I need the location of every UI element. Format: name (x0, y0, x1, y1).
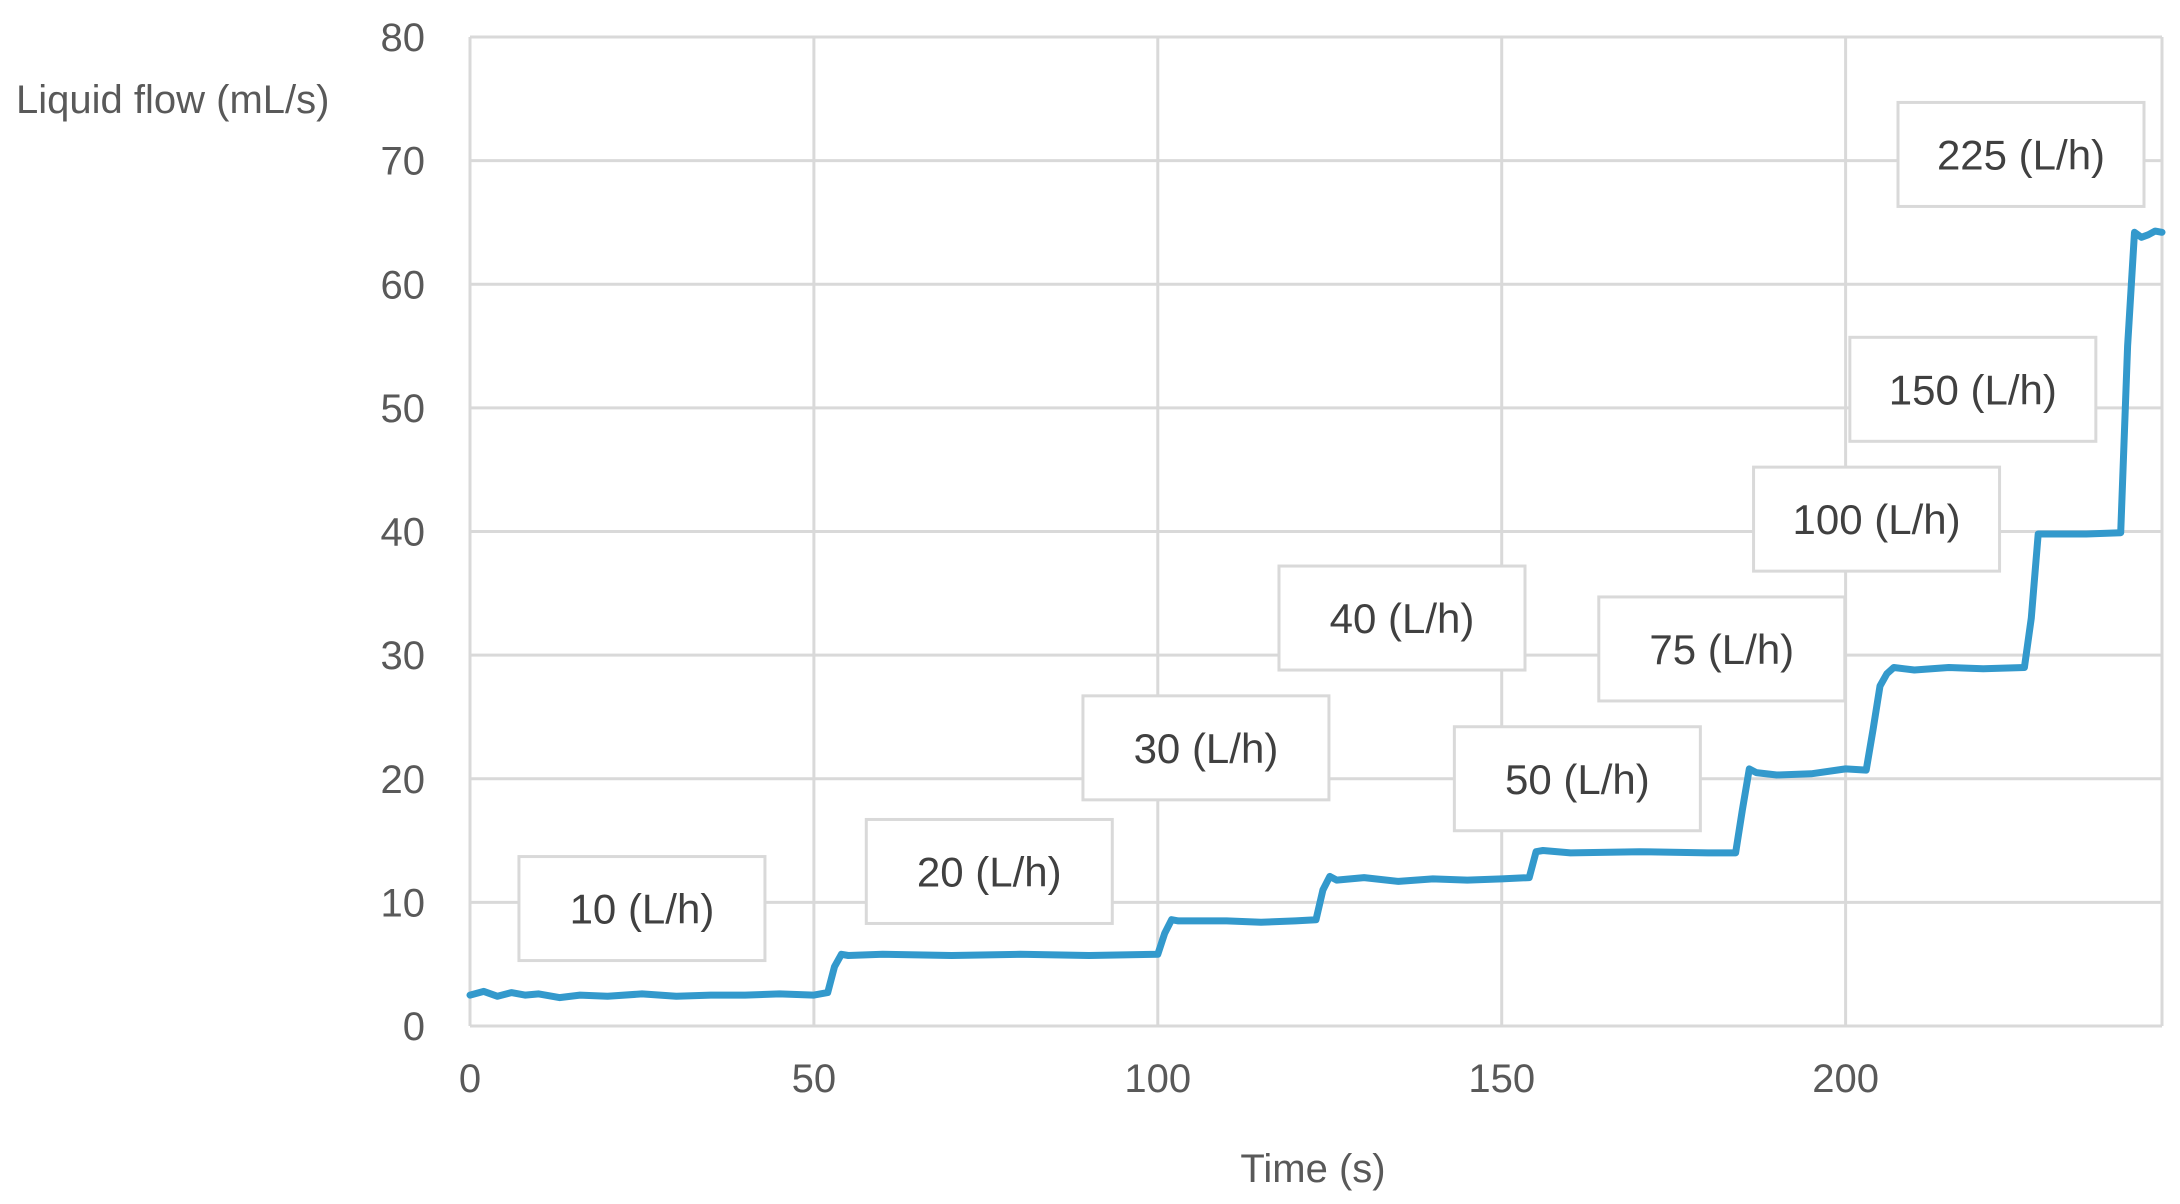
annotation: 40 (L/h) (1277, 564, 1527, 672)
y-tick-label: 30 (381, 634, 426, 678)
annotation-group: 10 (L/h) 20 (L/h) 30 (L/h) 40 (L/h) 50 (L/h)… (517, 100, 2146, 963)
annotation-label: 10 (L/h) (570, 886, 715, 933)
series-line (466, 227, 2166, 1002)
annotation: 30 (L/h) (1081, 694, 1331, 802)
plot-frame (470, 37, 2164, 1028)
annotation: 20 (L/h) (864, 817, 1114, 925)
x-tick-label: 100 (1124, 1057, 1191, 1101)
annotation-box (1848, 335, 2098, 443)
annotation-label: 150 (L/h) (1889, 366, 2057, 413)
annotation-box (1752, 465, 2002, 573)
annotation-box (1452, 725, 1702, 833)
annotation-box (1081, 694, 1331, 802)
annotation: 100 (L/h) (1752, 465, 2002, 573)
series-group (466, 227, 2166, 1002)
y-tick-label: 10 (381, 881, 426, 925)
annotation-label: 225 (L/h) (1937, 131, 2105, 178)
y-tick-label: 20 (381, 758, 426, 802)
x-axis-title: Time (s) (1240, 1147, 1385, 1191)
annotation-label: 75 (L/h) (1649, 626, 1794, 673)
annotation: 225 (L/h) (1896, 100, 2146, 208)
y-tick-labels: 0 10 20 30 40 50 60 70 80 (381, 16, 426, 1049)
annotation: 10 (L/h) (517, 855, 767, 963)
annotation-label: 100 (L/h) (1793, 496, 1961, 543)
x-tick-label: 0 (459, 1057, 481, 1101)
annotation: 50 (L/h) (1452, 725, 1702, 833)
annotation-label: 20 (L/h) (917, 848, 1062, 895)
annotation-label: 40 (L/h) (1330, 595, 1475, 642)
x-tick-label: 150 (1468, 1057, 1535, 1101)
annotation: 150 (L/h) (1848, 335, 2098, 443)
annotation-box (864, 817, 1114, 925)
y-tick-label: 0 (403, 1005, 425, 1049)
y-tick-label: 60 (381, 263, 426, 307)
y-tick-label: 50 (381, 387, 426, 431)
x-tick-labels: 0 50 100 150 200 (459, 1057, 1879, 1101)
x-tick-label: 200 (1812, 1057, 1879, 1101)
annotation-box (517, 855, 767, 963)
annotation-box (1277, 564, 1527, 672)
annotation-box (1597, 595, 1847, 703)
annotation-box (1896, 100, 2146, 208)
annotation: 75 (L/h) (1597, 595, 1847, 703)
y-axis-title: Liquid flow (mL/s) (16, 78, 329, 122)
y-tick-label: 80 (381, 16, 426, 60)
x-tick-label: 50 (792, 1057, 837, 1101)
annotation-label: 50 (L/h) (1505, 756, 1650, 803)
y-tick-label: 40 (381, 511, 426, 555)
annotation-label: 30 (L/h) (1134, 725, 1279, 772)
y-tick-label: 70 (381, 140, 426, 184)
